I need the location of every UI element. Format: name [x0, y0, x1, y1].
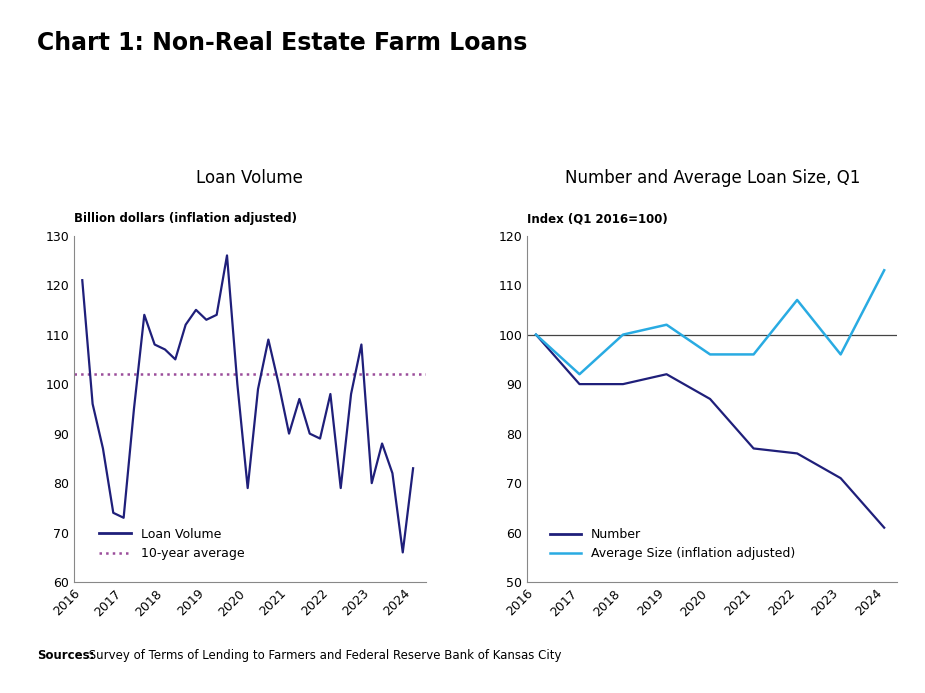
Legend: Number, Average Size (inflation adjusted): Number, Average Size (inflation adjusted… [545, 523, 800, 565]
Title: Number and Average Loan Size, Q1: Number and Average Loan Size, Q1 [564, 169, 860, 187]
Text: Index (Q1 2016=100): Index (Q1 2016=100) [527, 212, 668, 225]
Text: Chart 1: Non-Real Estate Farm Loans: Chart 1: Non-Real Estate Farm Loans [37, 31, 527, 55]
Title: Loan Volume: Loan Volume [196, 169, 303, 187]
Text: Sources:: Sources: [37, 649, 94, 662]
Legend: Loan Volume, 10-year average: Loan Volume, 10-year average [94, 523, 249, 565]
Text: Survey of Terms of Lending to Farmers and Federal Reserve Bank of Kansas City: Survey of Terms of Lending to Farmers an… [85, 649, 561, 662]
Text: Billion dollars (inflation adjusted): Billion dollars (inflation adjusted) [74, 212, 297, 225]
